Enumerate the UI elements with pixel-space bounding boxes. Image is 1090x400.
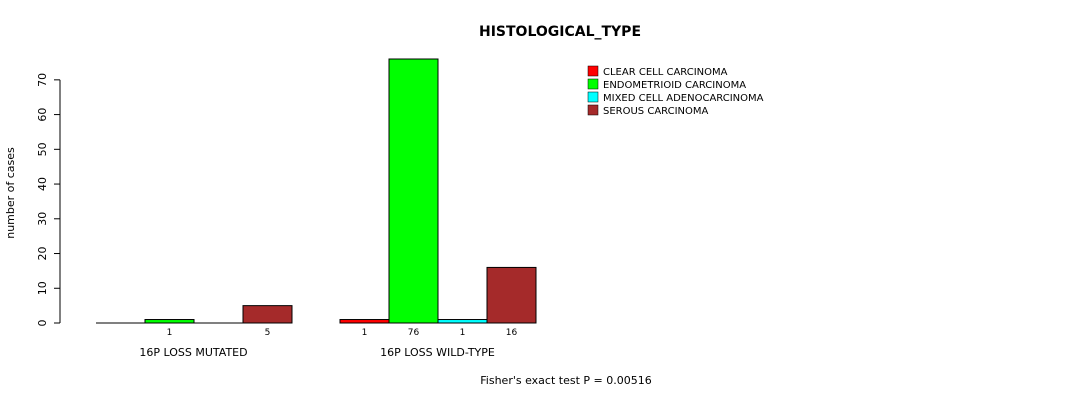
bar-value-label: 16 (506, 328, 518, 338)
legend-swatch-clear-cell-carcinoma (587, 65, 599, 77)
y-tick-label: 50 (36, 142, 49, 156)
legend: CLEAR CELL CARCINOMA ENDOMETRIOID CARCINO… (587, 65, 764, 117)
bar-16p-loss-wild-type-mixed-cell-adenocarcinoma (437, 319, 488, 324)
bar-value-labels: 1 5 1 76 1 16 (167, 328, 518, 338)
bar-value-label: 5 (265, 328, 271, 338)
legend-label-clear-cell-carcinoma: CLEAR CELL CARCINOMA (603, 67, 728, 78)
y-tick-label: 10 (36, 281, 49, 295)
bar-16p-loss-wild-type-serous-carcinoma (486, 266, 537, 324)
group-label-16p-loss-mutated: 16P LOSS MUTATED (139, 346, 247, 359)
y-tick-label: 70 (36, 73, 49, 87)
legend-swatch-mixed-cell-adenocarcinoma (587, 91, 599, 103)
chart-title: HISTOLOGICAL_TYPE (479, 24, 641, 40)
legend-swatch-endometrioid-carcinoma (587, 78, 599, 90)
y-axis-label: number of cases (4, 147, 17, 239)
group-label-16p-loss-wild-type: 16P LOSS WILD-TYPE (380, 346, 495, 359)
group-labels: 16P LOSS MUTATED 16P LOSS WILD-TYPE (139, 346, 494, 359)
legend-label-endometrioid-carcinoma: ENDOMETRIOID CARCINOMA (603, 80, 746, 91)
bars (96, 58, 537, 324)
fisher-test-footnote: Fisher's exact test P = 0.00516 (480, 374, 651, 387)
bar-16p-loss-mutated-endometrioid-carcinoma (144, 319, 195, 324)
legend-label-serous-carcinoma: SEROUS CARCINOMA (603, 106, 709, 117)
y-tick-label: 20 (36, 247, 49, 261)
bar-value-label: 1 (460, 328, 466, 338)
bar-value-label: 1 (167, 328, 173, 338)
bar-value-label: 1 (362, 328, 368, 338)
y-tick-label: 30 (36, 212, 49, 226)
y-axis: 0 10 20 30 40 50 60 70 (36, 73, 61, 327)
bar-16p-loss-mutated-serous-carcinoma (242, 305, 293, 324)
bar-16p-loss-wild-type-endometrioid-carcinoma (388, 58, 439, 324)
bar-value-label: 76 (408, 328, 420, 338)
bar-16p-loss-wild-type-clear-cell-carcinoma (339, 319, 390, 324)
y-tick-label: 40 (36, 177, 49, 191)
y-tick-label: 60 (36, 108, 49, 122)
legend-swatch-serous-carcinoma (587, 104, 599, 116)
legend-label-mixed-cell-adenocarcinoma: MIXED CELL ADENOCARCINOMA (603, 93, 764, 104)
y-tick-label: 0 (36, 320, 49, 327)
